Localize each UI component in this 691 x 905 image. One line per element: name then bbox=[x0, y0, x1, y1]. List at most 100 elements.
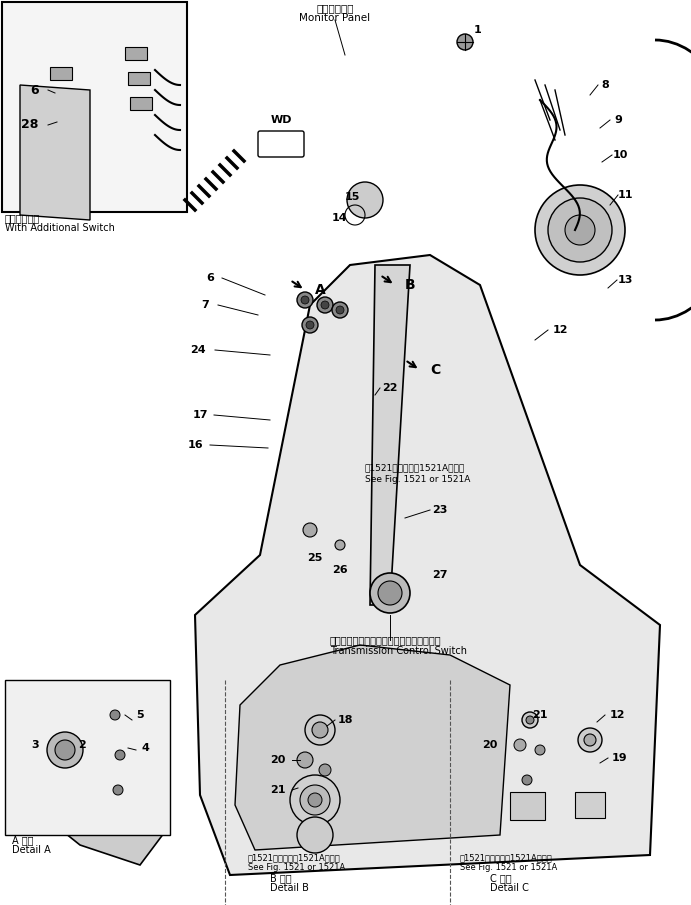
Circle shape bbox=[300, 785, 330, 815]
Circle shape bbox=[305, 715, 335, 745]
Text: 16: 16 bbox=[188, 440, 204, 450]
Polygon shape bbox=[50, 760, 170, 865]
Circle shape bbox=[584, 734, 596, 746]
Circle shape bbox=[526, 716, 534, 724]
Text: C: C bbox=[430, 363, 440, 377]
Bar bbox=[50, 117, 72, 130]
Text: 3: 3 bbox=[31, 740, 39, 750]
Polygon shape bbox=[370, 265, 410, 605]
Text: 23: 23 bbox=[433, 505, 448, 515]
Text: 28: 28 bbox=[21, 119, 39, 131]
Circle shape bbox=[335, 540, 345, 550]
Circle shape bbox=[297, 752, 313, 768]
Circle shape bbox=[378, 581, 402, 605]
Text: A 詳細: A 詳細 bbox=[12, 835, 33, 845]
Polygon shape bbox=[235, 645, 510, 850]
Bar bbox=[50, 67, 72, 80]
Circle shape bbox=[321, 301, 329, 309]
Text: B 詳細: B 詳細 bbox=[270, 873, 292, 883]
Circle shape bbox=[301, 296, 309, 304]
Text: 26: 26 bbox=[332, 565, 348, 575]
Text: B: B bbox=[405, 278, 415, 292]
Polygon shape bbox=[195, 255, 660, 875]
Text: 22: 22 bbox=[382, 383, 398, 393]
Text: See Fig. 1521 or 1521A: See Fig. 1521 or 1521A bbox=[248, 862, 346, 872]
Circle shape bbox=[297, 292, 313, 308]
Polygon shape bbox=[20, 85, 90, 220]
Text: 20: 20 bbox=[270, 755, 285, 765]
Circle shape bbox=[565, 215, 595, 245]
Circle shape bbox=[47, 732, 83, 768]
Text: 10: 10 bbox=[612, 150, 627, 160]
Text: With Additional Switch: With Additional Switch bbox=[5, 223, 115, 233]
Text: 18: 18 bbox=[337, 715, 352, 725]
Text: 19: 19 bbox=[612, 753, 628, 763]
Text: See Fig. 1521 or 1521A: See Fig. 1521 or 1521A bbox=[460, 862, 557, 872]
Text: See Fig. 1521 or 1521A: See Fig. 1521 or 1521A bbox=[365, 474, 471, 483]
Text: 24: 24 bbox=[190, 345, 206, 355]
Text: 14: 14 bbox=[332, 213, 348, 223]
Circle shape bbox=[522, 712, 538, 728]
Text: Detail C: Detail C bbox=[490, 883, 529, 893]
Text: 6: 6 bbox=[206, 273, 214, 283]
Text: 1: 1 bbox=[474, 25, 482, 35]
Text: 11: 11 bbox=[617, 190, 633, 200]
Circle shape bbox=[110, 710, 120, 720]
Circle shape bbox=[308, 793, 322, 807]
Text: 7: 7 bbox=[201, 300, 209, 310]
Text: 12: 12 bbox=[609, 710, 625, 720]
Circle shape bbox=[522, 775, 532, 785]
Text: 12: 12 bbox=[552, 325, 568, 335]
Text: Transmission Control Switch: Transmission Control Switch bbox=[330, 646, 467, 656]
Circle shape bbox=[332, 302, 348, 318]
Circle shape bbox=[303, 523, 317, 537]
Text: 第1521図または第1521A図参照: 第1521図または第1521A図参照 bbox=[460, 853, 553, 862]
Circle shape bbox=[297, 817, 333, 853]
Circle shape bbox=[548, 198, 612, 262]
Text: 第1521図または第1521A図参照: 第1521図または第1521A図参照 bbox=[365, 463, 465, 472]
Bar bbox=[575, 792, 605, 818]
Circle shape bbox=[312, 722, 328, 738]
Text: 25: 25 bbox=[307, 553, 323, 563]
Circle shape bbox=[535, 745, 545, 755]
Circle shape bbox=[319, 764, 331, 776]
Circle shape bbox=[306, 321, 314, 329]
Bar bbox=[2, 2, 187, 212]
Text: 増設スイッチ: 増設スイッチ bbox=[5, 213, 40, 223]
Circle shape bbox=[336, 306, 344, 314]
Circle shape bbox=[370, 573, 410, 613]
Text: トランスミッションコントロールスイッチ: トランスミッションコントロールスイッチ bbox=[330, 635, 442, 645]
Text: 15: 15 bbox=[344, 192, 360, 202]
Text: 8: 8 bbox=[601, 80, 609, 90]
Text: Detail B: Detail B bbox=[270, 883, 309, 893]
Text: 20: 20 bbox=[482, 740, 498, 750]
Text: 5: 5 bbox=[136, 710, 144, 720]
Text: Monitor Panel: Monitor Panel bbox=[299, 13, 370, 23]
Text: A: A bbox=[315, 283, 325, 297]
Text: 第1521図または第1521A図参照: 第1521図または第1521A図参照 bbox=[248, 853, 341, 862]
Circle shape bbox=[115, 750, 125, 760]
Text: モニタパネル: モニタパネル bbox=[316, 3, 354, 13]
Circle shape bbox=[290, 775, 340, 825]
Circle shape bbox=[514, 739, 526, 751]
Circle shape bbox=[457, 34, 473, 50]
Text: 17: 17 bbox=[192, 410, 208, 420]
Bar bbox=[52, 92, 74, 105]
Circle shape bbox=[578, 728, 602, 752]
Bar bbox=[510, 792, 545, 820]
Bar bbox=[5, 680, 170, 835]
Circle shape bbox=[317, 297, 333, 313]
Bar bbox=[128, 72, 150, 85]
Circle shape bbox=[55, 740, 75, 760]
Text: 4: 4 bbox=[141, 743, 149, 753]
Text: C 詳細: C 詳細 bbox=[490, 873, 511, 883]
Text: WD: WD bbox=[270, 115, 292, 125]
Text: 13: 13 bbox=[617, 275, 633, 285]
Text: 6: 6 bbox=[30, 83, 39, 97]
Text: 21: 21 bbox=[270, 785, 286, 795]
Circle shape bbox=[302, 317, 318, 333]
Bar bbox=[130, 97, 152, 110]
Circle shape bbox=[535, 185, 625, 275]
Text: Detail A: Detail A bbox=[12, 845, 50, 855]
Text: 9: 9 bbox=[614, 115, 622, 125]
